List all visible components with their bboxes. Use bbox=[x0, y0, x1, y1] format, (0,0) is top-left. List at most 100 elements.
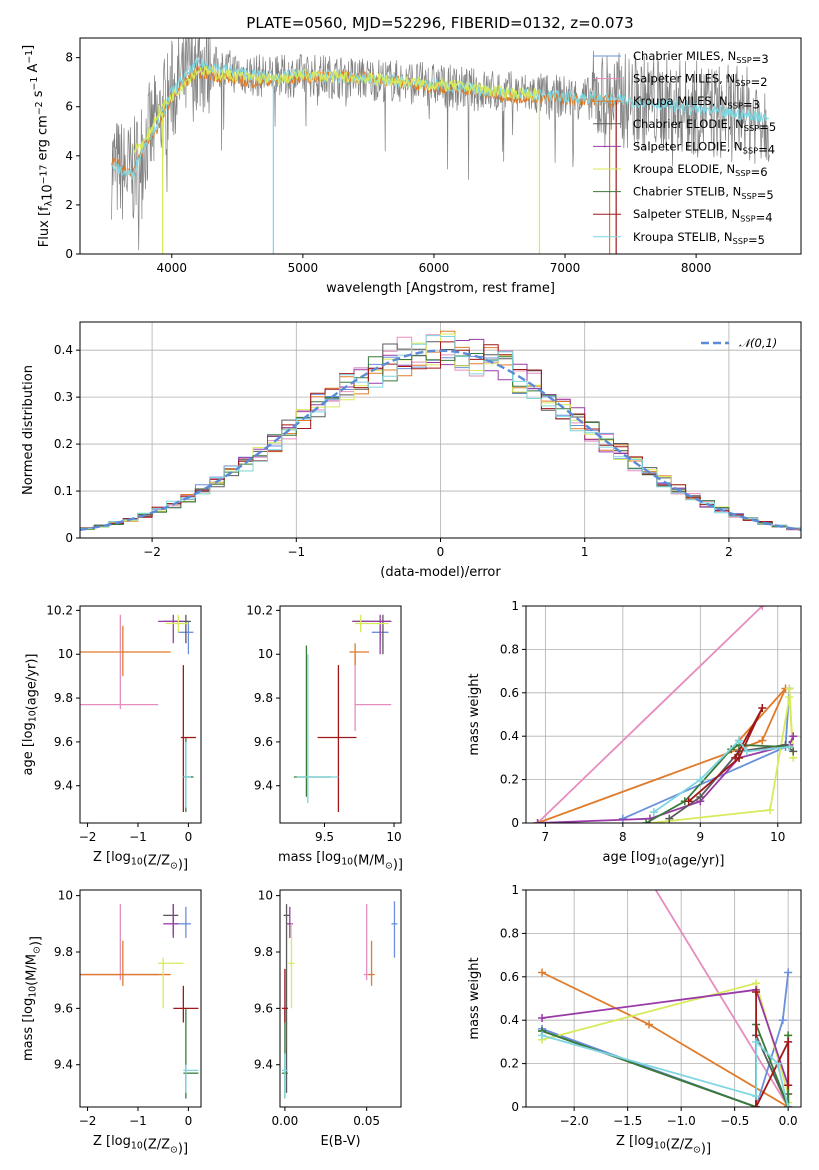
weight-line bbox=[688, 707, 764, 802]
text-run: =6 bbox=[751, 165, 768, 179]
subscript-run: SSP bbox=[736, 55, 751, 65]
figure-title: PLATE=0560, MJD=52296, FIBERID=0132, z=0… bbox=[246, 14, 633, 32]
y-tick-label: 10.2 bbox=[46, 603, 73, 617]
y-tick-label: 0 bbox=[511, 816, 519, 830]
text-run: =5 bbox=[748, 233, 765, 247]
plus-marker bbox=[735, 736, 744, 745]
y-tick-label: 1 bbox=[511, 599, 519, 613]
weight-line bbox=[536, 606, 763, 823]
x-tick-label: 9.5 bbox=[315, 830, 334, 844]
x-tick-label: 0 bbox=[185, 1114, 193, 1128]
x-tick-label: −1.0 bbox=[667, 1114, 696, 1128]
y-tick-label: 0.6 bbox=[500, 970, 519, 984]
superscript-run: −1 bbox=[24, 50, 35, 64]
subscript-run: 10 bbox=[28, 986, 39, 998]
y-tick-label: 0.8 bbox=[500, 642, 519, 656]
plus-marker bbox=[758, 606, 767, 610]
y-tick-label: 9.4 bbox=[254, 779, 273, 793]
plot-area-mass-vs-Z bbox=[80, 904, 199, 1099]
model-line bbox=[132, 65, 539, 154]
text-run: Chabrier ELODIE, N bbox=[633, 117, 744, 131]
y-tick-label: 9.8 bbox=[54, 691, 73, 705]
text-run: =2 bbox=[751, 75, 768, 89]
plot-area-age-vs-mass bbox=[293, 614, 392, 813]
plus-marker bbox=[731, 753, 740, 762]
x-tick-label: 7 bbox=[542, 830, 550, 844]
plus-marker bbox=[758, 703, 767, 712]
plus-marker bbox=[645, 1020, 654, 1029]
text-run: Chabrier MILES, N bbox=[633, 49, 736, 63]
x-tick-label: −0.5 bbox=[720, 1114, 749, 1128]
subscript-run: ⊙ bbox=[693, 1144, 701, 1155]
x-tick-label: 0.0 bbox=[779, 1114, 798, 1128]
text-run: (age/yr)] bbox=[25, 654, 40, 711]
text-run: )] bbox=[393, 857, 403, 872]
axes-frame bbox=[525, 605, 802, 824]
x-tick-label: 4000 bbox=[156, 261, 187, 275]
text-run: =4 bbox=[758, 143, 775, 157]
x-tick-label: −2 bbox=[79, 830, 97, 844]
panel-weight-vs-Z: −2.0 −1.5 −1.0 −0.5 0.0 0 0.2 0.4 0.6 0.8 1 Z [log1… bbox=[467, 883, 802, 1156]
weight-line bbox=[537, 687, 787, 823]
text-run: E(B-V) bbox=[320, 1134, 360, 1149]
y-tick-label: 10 bbox=[258, 647, 273, 661]
subscript-run: 10 bbox=[656, 857, 668, 868]
text-run: Z [log bbox=[93, 850, 131, 865]
x-tick-label: 8000 bbox=[681, 261, 712, 275]
y-tick-label: 10 bbox=[58, 889, 73, 903]
text-run: )] bbox=[178, 1141, 188, 1156]
legend-entry: Salpeter ELODIE, NSSP=4 bbox=[633, 139, 775, 156]
x-tick-label: −1 bbox=[129, 830, 147, 844]
plus-marker bbox=[784, 1037, 793, 1046]
plus-marker bbox=[784, 968, 793, 977]
text-run: =3 bbox=[743, 97, 760, 111]
legend-entry: Chabrier STELIB, NSSP=5 bbox=[633, 185, 774, 202]
plus-marker bbox=[742, 747, 751, 756]
text-run: age [log bbox=[603, 850, 656, 865]
y-tick-label: 0.4 bbox=[54, 343, 73, 357]
text-run: =5 bbox=[757, 188, 774, 202]
text-run: (data-model)/error bbox=[380, 565, 501, 580]
legend-entry: Salpeter MILES, NSSP=2 bbox=[633, 72, 768, 89]
text-run: Salpeter STELIB, N bbox=[633, 207, 740, 221]
text-run: Z [log bbox=[93, 1134, 131, 1149]
plus-marker bbox=[785, 743, 794, 752]
y-tick-label: 10 bbox=[58, 647, 73, 661]
y-tick-label: 0.8 bbox=[500, 926, 519, 940]
subscript-run: SSP bbox=[744, 123, 759, 133]
x-axis-label: mass [log10(M/M⊙)] bbox=[278, 850, 403, 872]
text-run: )] bbox=[178, 857, 188, 872]
text-run: =4 bbox=[756, 210, 773, 224]
x-axis-label: age [log10(age/yr)] bbox=[603, 850, 725, 869]
x-axis-label: Z [log10(Z/Z⊙)] bbox=[93, 1134, 188, 1156]
text-run: erg cm bbox=[36, 115, 51, 164]
legend-entry: Kroupa MILES, NSSP=3 bbox=[633, 94, 760, 111]
y-tick-label: 0 bbox=[511, 1100, 519, 1114]
plus-marker bbox=[618, 814, 627, 823]
text-run: A bbox=[26, 64, 41, 77]
plus-marker bbox=[752, 1092, 761, 1101]
x-tick-label: −1.5 bbox=[613, 1114, 642, 1128]
plus-marker bbox=[696, 775, 705, 784]
plot-area-mass-vs-ebv bbox=[281, 901, 398, 1099]
text-run: Salpeter MILES, N bbox=[633, 72, 735, 86]
x-tick-label: 0 bbox=[185, 830, 193, 844]
superscript-run: −1 bbox=[29, 77, 40, 91]
text-run: (Z/Z bbox=[666, 1138, 693, 1153]
plus-marker bbox=[538, 1014, 547, 1023]
text-run: Kroupa STELIB, N bbox=[633, 230, 733, 244]
text-run: Salpeter ELODIE, N bbox=[633, 139, 743, 153]
subscript-run: SSP bbox=[743, 146, 758, 156]
legend-entry: 𝒩(0,1) bbox=[739, 336, 777, 350]
subscript-run: SSP bbox=[741, 191, 756, 201]
y-axis-label: age [log10(age/yr)] bbox=[21, 654, 40, 776]
y-tick-label: 4 bbox=[65, 149, 73, 163]
y-tick-label: 9.6 bbox=[254, 735, 273, 749]
plus-marker bbox=[752, 1037, 761, 1046]
x-tick-label: 9 bbox=[696, 830, 704, 844]
plus-marker bbox=[649, 808, 658, 817]
x-tick-label: 7000 bbox=[550, 261, 581, 275]
